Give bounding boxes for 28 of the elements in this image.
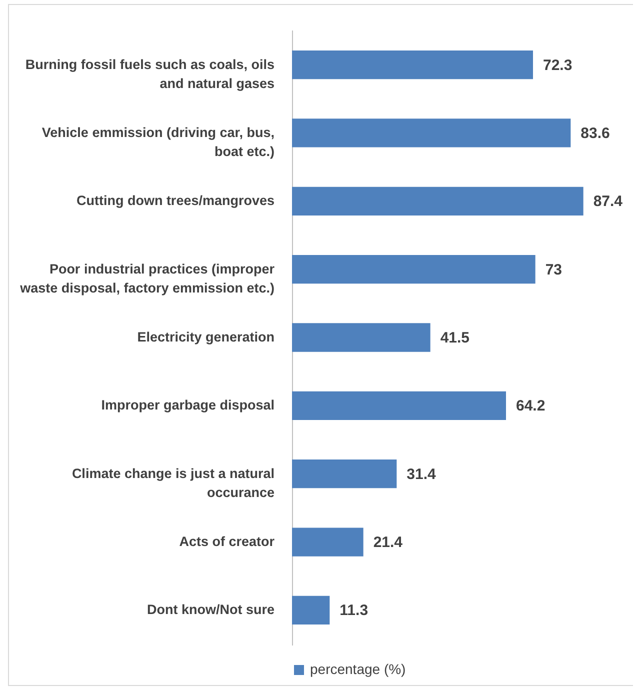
bar [292,50,533,80]
data-label: 83.6 [580,124,610,142]
y-tick-label: Acts of creator [179,534,276,550]
bar [292,323,430,352]
bar [292,391,506,420]
legend-label: percentage (%) [310,661,406,677]
y-tick-label: Cutting down trees/mangroves [76,193,274,208]
bar [292,460,397,488]
bar [292,186,584,216]
data-label: 31.4 [406,466,437,483]
data-label: 87.4 [593,193,624,210]
bar [292,255,536,284]
y-tick-label: Climate change is just a natural occurance [72,466,275,500]
y-tick-label: Electricity generation [137,330,274,344]
y-tick-label: Vehicle emmission (driving car, bus, boat etc.) [42,124,274,159]
data-label: 41.5 [440,330,470,346]
data-label: 73 [545,261,562,278]
bar [292,118,571,148]
bar [292,596,330,625]
y-tick-label: Poor industrial practices (improper waste disposal, factory emmission etc.) [19,261,276,296]
bar [292,528,364,556]
data-label: 11.3 [340,602,368,620]
data-label: 21.4 [373,534,404,552]
y-tick-label: Burning fossil fuels such as coals, oils and natural gases [25,56,274,91]
data-label: 72.3 [543,56,572,74]
y-tick-label: Dont know/Not sure [147,602,275,618]
data-label: 64.2 [516,398,546,415]
y-tick-label: Improper garbage disposal [101,398,274,413]
